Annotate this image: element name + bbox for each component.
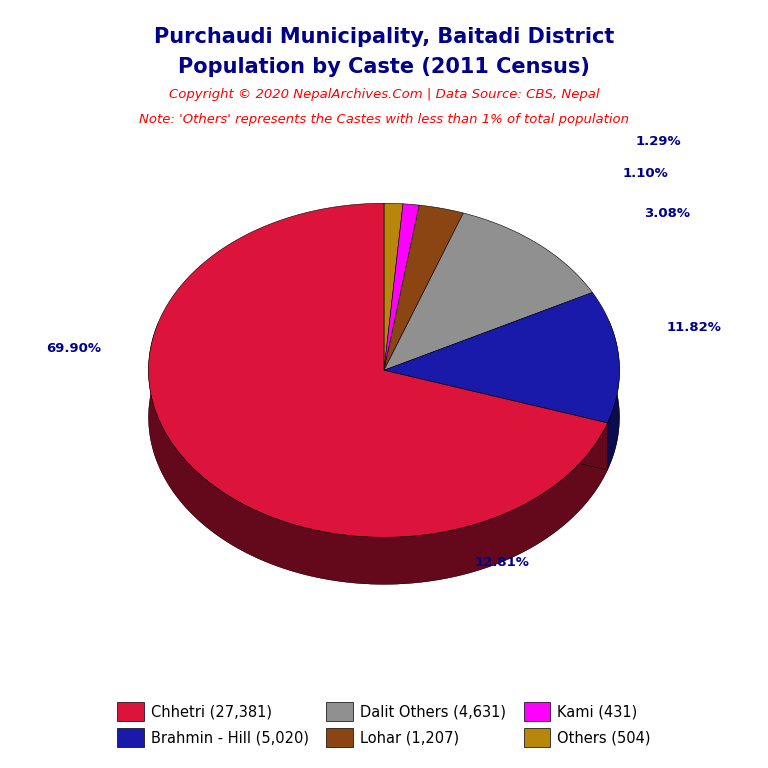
Legend: Chhetri (27,381), Brahmin - Hill (5,020), Dalit Others (4,631), Lohar (1,207), K: Chhetri (27,381), Brahmin - Hill (5,020)…: [111, 697, 657, 753]
Polygon shape: [384, 251, 419, 417]
Text: 3.08%: 3.08%: [644, 207, 690, 220]
Polygon shape: [148, 204, 607, 538]
Text: 11.82%: 11.82%: [667, 321, 722, 334]
Polygon shape: [384, 205, 463, 370]
Text: Note: 'Others' represents the Castes with less than 1% of total population: Note: 'Others' represents the Castes wit…: [139, 113, 629, 126]
Polygon shape: [384, 252, 463, 417]
Text: 1.29%: 1.29%: [635, 134, 681, 147]
Text: Copyright © 2020 NepalArchives.Com | Data Source: CBS, Nepal: Copyright © 2020 NepalArchives.Com | Dat…: [169, 88, 599, 101]
Polygon shape: [384, 260, 592, 417]
Polygon shape: [384, 250, 403, 417]
Polygon shape: [607, 320, 620, 470]
Text: Population by Caste (2011 Census): Population by Caste (2011 Census): [178, 57, 590, 77]
Polygon shape: [384, 204, 419, 370]
Polygon shape: [384, 204, 403, 370]
Text: Purchaudi Municipality, Baitadi District: Purchaudi Municipality, Baitadi District: [154, 27, 614, 47]
Polygon shape: [148, 323, 607, 584]
Polygon shape: [384, 370, 607, 470]
Text: 69.90%: 69.90%: [46, 343, 101, 356]
Text: 1.10%: 1.10%: [622, 167, 668, 180]
Polygon shape: [384, 339, 620, 470]
Polygon shape: [384, 293, 620, 423]
Polygon shape: [384, 370, 607, 470]
Polygon shape: [384, 213, 592, 370]
Text: 12.81%: 12.81%: [475, 557, 529, 569]
Polygon shape: [148, 250, 607, 584]
